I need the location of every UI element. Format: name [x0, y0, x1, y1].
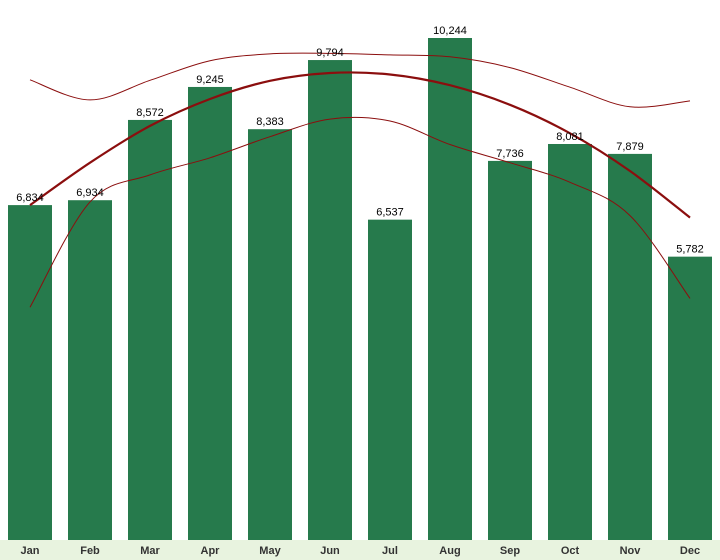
- trend-lines: [29, 52, 691, 308]
- category-label-feb: Feb: [80, 545, 100, 557]
- value-label-jan: 6,834: [16, 192, 44, 204]
- value-label-dec: 5,782: [676, 244, 704, 256]
- bar-nov: [608, 153, 652, 541]
- trend-fit-line: [29, 71, 691, 219]
- category-labels: Jan Feb Mar Apr May Jun Jul Aug Sep Oct Nov Dec: [21, 545, 701, 557]
- value-labels: 6,834 6,934 8,572 9,245 8,383 9,794 6,537 10,24…: [16, 25, 704, 256]
- category-label-jun: Jun: [320, 545, 340, 557]
- bar-sep: [488, 160, 532, 540]
- value-label-sep: 7,736: [496, 148, 524, 160]
- category-label-nov: Nov: [620, 545, 642, 557]
- category-label-may: May: [259, 545, 281, 557]
- category-label-apr: Apr: [201, 545, 221, 557]
- bar-jul: [368, 219, 412, 540]
- value-label-jul: 6,537: [376, 207, 404, 219]
- value-label-feb: 6,934: [76, 187, 104, 199]
- bar-jan: [8, 205, 52, 540]
- category-label-jul: Jul: [382, 545, 398, 557]
- category-label-jan: Jan: [21, 545, 40, 557]
- category-label-mar: Mar: [140, 545, 160, 557]
- trend-lower-bound: [29, 116, 691, 308]
- bar-jun: [308, 60, 352, 540]
- category-label-dec: Dec: [680, 545, 700, 557]
- bar-apr: [188, 86, 232, 540]
- bar-feb: [68, 200, 112, 540]
- bar-dec: [668, 256, 712, 540]
- bars: [8, 38, 712, 541]
- trend-upper-bound: [29, 52, 691, 108]
- category-label-aug: Aug: [439, 545, 460, 557]
- value-label-jun: 9,794: [316, 47, 344, 59]
- bar-mar: [128, 119, 172, 540]
- bar-oct: [548, 143, 592, 541]
- bar-may: [248, 129, 292, 540]
- x-axis-band: [0, 540, 720, 560]
- bar-aug: [428, 38, 472, 540]
- value-label-aug: 10,244: [433, 25, 467, 37]
- value-label-mar: 8,572: [136, 107, 164, 119]
- value-label-may: 8,383: [256, 116, 284, 128]
- value-label-nov: 7,879: [616, 141, 644, 153]
- value-label-oct: 8,081: [556, 131, 584, 143]
- value-label-apr: 9,245: [196, 74, 224, 86]
- category-label-oct: Oct: [561, 545, 580, 557]
- category-label-sep: Sep: [500, 545, 520, 557]
